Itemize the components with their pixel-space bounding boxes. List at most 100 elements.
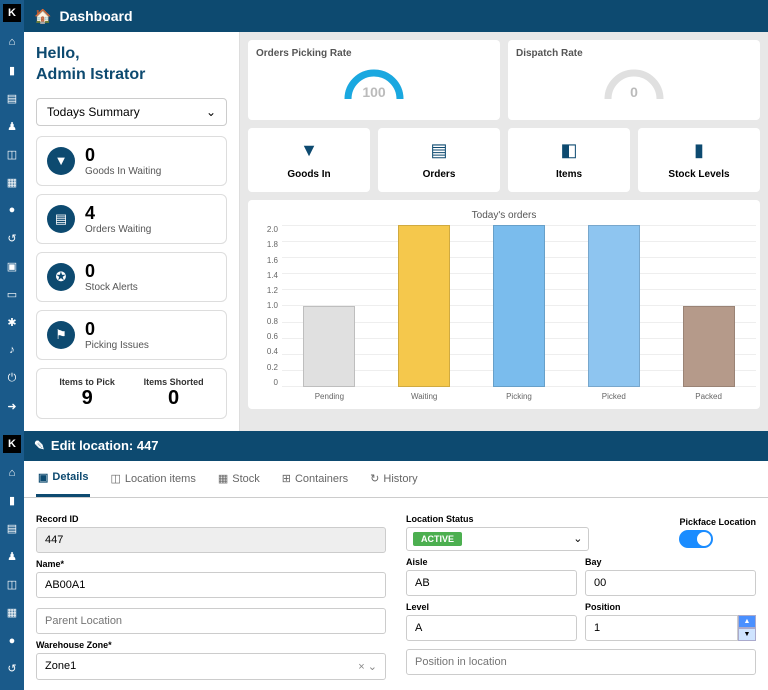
nav2-home-icon[interactable]: ⌂ <box>4 465 20 481</box>
gauge-card: Dispatch Rate 0 <box>508 40 760 120</box>
nav-home-icon[interactable]: ⌂ <box>4 34 20 50</box>
nav-chart-icon[interactable]: ▮ <box>4 62 20 78</box>
nav-doc-icon[interactable]: ▤ <box>4 90 20 106</box>
x-label: Packed <box>683 392 735 401</box>
name-field[interactable] <box>36 572 386 598</box>
chart-bar <box>588 225 640 387</box>
summary-card[interactable]: ▤ 4 Orders Waiting <box>36 194 227 244</box>
items-shorted-value: 0 <box>144 387 204 410</box>
chart-bar <box>303 306 355 387</box>
position-in-location-field[interactable] <box>406 649 756 675</box>
summary-card-value: 0 <box>85 319 149 340</box>
location-status-select[interactable]: ACTIVE ⌄ <box>406 527 589 551</box>
position-up-button[interactable]: ▲ <box>738 615 756 628</box>
summary-panel: Hello, Admin Istrator Todays Summary ⌄ ▼… <box>24 32 240 431</box>
tab-label: Stock <box>232 473 260 485</box>
summary-card-value: 0 <box>85 145 161 166</box>
summary-card[interactable]: ✪ 0 Stock Alerts <box>36 252 227 302</box>
bay-label: Bay <box>585 557 756 567</box>
gauge-title: Dispatch Rate <box>516 48 752 59</box>
nav-users-icon[interactable]: ♟ <box>4 118 20 134</box>
bay-field[interactable] <box>585 570 756 596</box>
svg-text:100: 100 <box>362 84 386 100</box>
warehouse-zone-select[interactable]: Zone1 × ⌄ <box>36 653 386 680</box>
nav-tool-icon[interactable]: ↺ <box>4 230 20 246</box>
tab-details[interactable]: ▣ Details <box>36 461 90 497</box>
items-summary-row: Items to Pick 9 Items Shorted 0 <box>36 368 227 419</box>
clear-icon[interactable]: × ⌄ <box>358 660 377 673</box>
status-badge: ACTIVE <box>413 532 462 546</box>
aisle-label: Aisle <box>406 557 577 567</box>
nav2-chart-icon[interactable]: ▮ <box>4 493 20 509</box>
items-to-pick-label: Items to Pick <box>59 377 115 387</box>
summary-select[interactable]: Todays Summary ⌄ <box>36 98 227 126</box>
nav-bell-icon[interactable]: ♪ <box>4 342 20 358</box>
chart-plot: PendingWaitingPickingPickedPacked <box>282 225 756 405</box>
nav-tile[interactable]: ▮ Stock Levels <box>638 128 760 192</box>
chart-bar <box>398 225 450 387</box>
chevron-down-icon: ⌄ <box>206 105 216 119</box>
tab-history[interactable]: ↻ History <box>368 461 419 497</box>
summary-card-icon: ⚑ <box>47 321 75 349</box>
x-label: Pending <box>303 392 355 401</box>
summary-card[interactable]: ▼ 0 Goods In Waiting <box>36 136 227 186</box>
nav-clip-icon[interactable]: ▣ <box>4 258 20 274</box>
position-field[interactable] <box>585 615 738 641</box>
tab-label: Details <box>52 471 88 483</box>
tab-stock[interactable]: ▦ Stock <box>216 461 262 497</box>
nav2-grid-icon[interactable]: ◫ <box>4 577 20 593</box>
nav-tile[interactable]: ◧ Items <box>508 128 630 192</box>
dashboard-header: 🏠 Dashboard <box>24 0 768 32</box>
summary-card[interactable]: ⚑ 0 Picking Issues <box>36 310 227 360</box>
nav2-pin-icon[interactable]: ● <box>4 633 20 649</box>
nav-plug-icon[interactable]: ⏻ <box>4 370 20 386</box>
gauge-title: Orders Picking Rate <box>256 48 492 59</box>
nav-gear-icon[interactable]: ✱ <box>4 314 20 330</box>
edit-icon: ✎ <box>34 438 45 454</box>
aisle-field[interactable] <box>406 570 577 596</box>
position-down-button[interactable]: ▼ <box>738 628 756 641</box>
record-id-label: Record ID <box>36 514 386 524</box>
level-label: Level <box>406 602 577 612</box>
summary-card-icon: ✪ <box>47 263 75 291</box>
parent-location-field[interactable] <box>36 608 386 634</box>
nav-case-icon[interactable]: ▭ <box>4 286 20 302</box>
summary-card-value: 4 <box>85 203 151 224</box>
orders-chart-card: Today's orders 2.01.81.61.41.21.00.80.60… <box>248 200 760 409</box>
edit-header: ✎ Edit location: 447 <box>24 431 768 461</box>
record-id-field <box>36 527 386 553</box>
home-icon: 🏠 <box>34 8 51 25</box>
nav-tile[interactable]: ▤ Orders <box>378 128 500 192</box>
tab-icon: ▣ <box>38 471 48 484</box>
nav2-truck-icon[interactable]: ▦ <box>4 605 20 621</box>
nav-grid-icon[interactable]: ◫ <box>4 146 20 162</box>
app-logo[interactable]: K <box>3 4 21 22</box>
app-logo-2[interactable]: K <box>3 435 21 453</box>
pickface-toggle[interactable] <box>679 530 713 548</box>
x-label: Picked <box>588 392 640 401</box>
summary-card-icon: ▤ <box>47 205 75 233</box>
nav-truck-icon[interactable]: ▦ <box>4 174 20 190</box>
items-to-pick-value: 9 <box>59 387 115 410</box>
sidebar-nav: K ⌂ ▮ ▤ ♟ ◫ ▦ ● ↺ ▣ ▭ ✱ ♪ ⏻ ➜ <box>0 0 24 431</box>
x-label: Waiting <box>398 392 450 401</box>
chart-x-axis: PendingWaitingPickingPickedPacked <box>282 387 756 405</box>
chart-bar <box>493 225 545 387</box>
chart-bar <box>683 306 735 387</box>
chart-title: Today's orders <box>252 210 756 221</box>
tab-location-items[interactable]: ◫ Location items <box>108 461 197 497</box>
nav2-doc-icon[interactable]: ▤ <box>4 521 20 537</box>
nav-tile[interactable]: ▼ Goods In <box>248 128 370 192</box>
summary-card-label: Orders Waiting <box>85 224 151 235</box>
greeting: Hello, Admin Istrator <box>36 44 227 86</box>
tab-containers[interactable]: ⊞ Containers <box>280 461 350 497</box>
nav-logout-icon[interactable]: ➜ <box>4 398 20 414</box>
svg-text:0: 0 <box>630 84 638 100</box>
level-field[interactable] <box>406 615 577 641</box>
tab-icon: ⊞ <box>282 472 291 485</box>
nav-pin-icon[interactable]: ● <box>4 202 20 218</box>
nav2-users-icon[interactable]: ♟ <box>4 549 20 565</box>
tile-icon: ▼ <box>252 140 366 161</box>
location-status-label: Location Status <box>406 514 589 524</box>
nav2-tool-icon[interactable]: ↺ <box>4 661 20 677</box>
